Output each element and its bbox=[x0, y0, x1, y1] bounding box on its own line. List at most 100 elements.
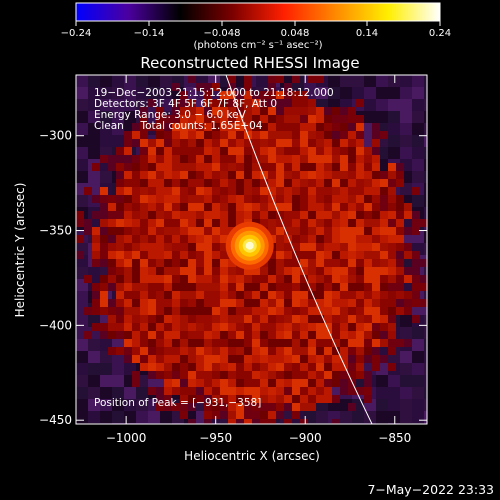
emission-tile bbox=[212, 275, 220, 283]
background-tile bbox=[88, 111, 100, 123]
emission-tile bbox=[236, 107, 244, 115]
emission-tile bbox=[100, 259, 108, 267]
emission-tile bbox=[148, 211, 156, 219]
background-tile bbox=[376, 75, 388, 87]
background-tile bbox=[76, 159, 88, 171]
emission-tile bbox=[340, 147, 348, 155]
emission-tile bbox=[172, 83, 180, 91]
emission-tile bbox=[324, 155, 332, 163]
emission-tile bbox=[268, 115, 276, 123]
emission-tile bbox=[212, 323, 220, 331]
emission-tile bbox=[276, 227, 284, 235]
emission-tile bbox=[324, 123, 332, 131]
emission-tile bbox=[164, 395, 172, 403]
emission-tile bbox=[316, 163, 324, 171]
emission-tile bbox=[108, 235, 116, 243]
emission-tile bbox=[356, 115, 364, 123]
emission-tile bbox=[100, 155, 108, 163]
emission-tile bbox=[316, 203, 324, 211]
background-tile bbox=[376, 111, 388, 123]
emission-tile bbox=[220, 203, 228, 211]
emission-tile bbox=[156, 163, 164, 171]
background-tile bbox=[112, 111, 124, 123]
emission-tile bbox=[236, 275, 244, 283]
emission-tile bbox=[420, 283, 427, 291]
emission-tile bbox=[140, 139, 148, 147]
emission-tile bbox=[276, 379, 284, 387]
emission-tile bbox=[180, 411, 188, 419]
emission-tile bbox=[340, 291, 348, 299]
emission-tile bbox=[260, 155, 268, 163]
background-tile bbox=[388, 99, 400, 111]
emission-tile bbox=[140, 219, 148, 227]
emission-tile bbox=[172, 171, 180, 179]
emission-tile bbox=[324, 315, 332, 323]
emission-tile bbox=[260, 419, 268, 424]
emission-tile bbox=[276, 371, 284, 379]
emission-tile bbox=[188, 347, 196, 355]
emission-tile bbox=[276, 155, 284, 163]
emission-tile bbox=[156, 195, 164, 203]
emission-tile bbox=[284, 99, 292, 107]
emission-tile bbox=[180, 139, 188, 147]
emission-tile bbox=[140, 355, 148, 363]
emission-tile bbox=[180, 267, 188, 275]
emission-tile bbox=[100, 275, 108, 283]
emission-tile bbox=[172, 195, 180, 203]
emission-tile bbox=[180, 387, 188, 395]
emission-tile bbox=[356, 387, 364, 395]
emission-tile bbox=[228, 411, 236, 419]
emission-tile bbox=[388, 235, 396, 243]
emission-tile bbox=[364, 211, 372, 219]
emission-tile bbox=[156, 331, 164, 339]
background-tile bbox=[112, 75, 124, 87]
emission-tile bbox=[228, 99, 236, 107]
emission-tile bbox=[124, 307, 132, 315]
emission-tile bbox=[212, 187, 220, 195]
emission-tile bbox=[188, 107, 196, 115]
emission-tile bbox=[284, 211, 292, 219]
emission-tile bbox=[372, 203, 380, 211]
emission-tile bbox=[92, 243, 100, 251]
annotation-peak-position: Position of Peak = [−931,−358] bbox=[94, 397, 262, 409]
emission-tile bbox=[188, 315, 196, 323]
emission-tile bbox=[172, 203, 180, 211]
emission-tile bbox=[252, 171, 260, 179]
emission-tile bbox=[292, 139, 300, 147]
background-tile bbox=[88, 387, 100, 399]
emission-tile bbox=[276, 115, 284, 123]
emission-tile bbox=[332, 379, 340, 387]
background-tile bbox=[352, 423, 364, 424]
background-tile bbox=[268, 423, 280, 424]
background-tile bbox=[400, 387, 412, 399]
emission-tile bbox=[276, 283, 284, 291]
emission-tile bbox=[308, 171, 316, 179]
background-tile bbox=[388, 399, 400, 411]
emission-tile bbox=[292, 267, 300, 275]
emission-tile bbox=[340, 195, 348, 203]
emission-tile bbox=[140, 171, 148, 179]
background-tile bbox=[400, 147, 412, 159]
colorbar-tick-label: 0.048 bbox=[281, 28, 310, 39]
emission-tile bbox=[276, 99, 284, 107]
colorbar-ticks: −0.24 −0.14 −0.048 0.048 0.14 0.24 bbox=[61, 21, 451, 39]
emission-tile bbox=[148, 299, 156, 307]
emission-tile bbox=[268, 331, 276, 339]
emission-tile bbox=[348, 331, 356, 339]
emission-tile bbox=[132, 195, 140, 203]
emission-tile bbox=[236, 307, 244, 315]
emission-tile bbox=[148, 219, 156, 227]
emission-tile bbox=[132, 163, 140, 171]
emission-tile bbox=[140, 115, 148, 123]
emission-tile bbox=[180, 219, 188, 227]
emission-tile bbox=[324, 267, 332, 275]
emission-tile bbox=[132, 187, 140, 195]
emission-tile bbox=[220, 379, 228, 387]
emission-tile bbox=[188, 99, 196, 107]
emission-tile bbox=[284, 203, 292, 211]
emission-tile bbox=[124, 235, 132, 243]
background-tile bbox=[412, 387, 424, 399]
emission-tile bbox=[196, 331, 204, 339]
emission-tile bbox=[372, 251, 380, 259]
emission-tile bbox=[412, 291, 420, 299]
